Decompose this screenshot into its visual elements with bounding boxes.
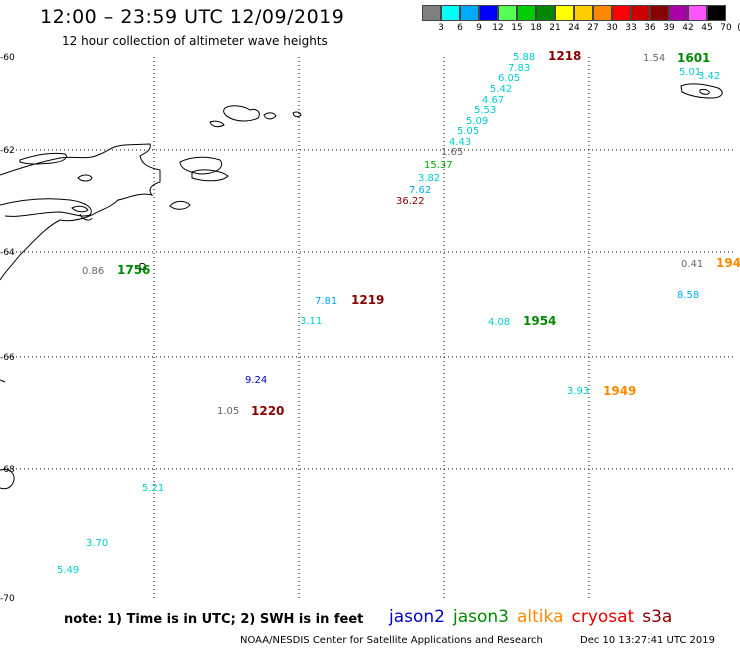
map-grid: -60-57-54-51-48-45-60-62-64-66-68-70 xyxy=(0,53,734,604)
wave-height-value: 3.70 xyxy=(86,538,108,549)
satellite-altika: altika xyxy=(517,607,564,627)
wave-height-value: 0.86 xyxy=(82,266,104,277)
scale-label: 15 xyxy=(511,23,523,33)
scale-swatch xyxy=(517,5,536,21)
wave-height-value: 6.05 xyxy=(498,73,520,84)
wave-height-value: 15.37 xyxy=(424,160,453,171)
wave-height-value: 5.21 xyxy=(142,483,164,494)
scale-label: 18 xyxy=(530,23,542,33)
wave-height-value: 7.81 xyxy=(315,296,337,307)
scale-label: 36 xyxy=(644,23,656,33)
scale-swatch xyxy=(422,5,441,21)
latitude-label: -62 xyxy=(0,146,15,156)
wave-height-value: 5.53 xyxy=(474,105,496,116)
scale-swatch xyxy=(441,5,460,21)
satellite-cryosat: cryosat xyxy=(571,607,635,627)
wave-height-value: 36.22 xyxy=(396,196,425,207)
wave-height-value: 8.58 xyxy=(677,290,699,301)
pass-time-label: 1601 xyxy=(677,51,710,65)
wave-height-value: 7.62 xyxy=(409,185,431,196)
scale-label: 24 xyxy=(568,23,580,33)
coastline xyxy=(0,83,723,490)
scale-label: 39 xyxy=(663,23,675,33)
scale-swatch xyxy=(631,5,650,21)
scale-swatch xyxy=(460,5,479,21)
wave-height-value: 3.11 xyxy=(300,316,322,327)
scale-swatch xyxy=(650,5,669,21)
scale-label: 27 xyxy=(587,23,599,33)
scale-swatch xyxy=(536,5,555,21)
satellite-jason3: jason3 xyxy=(453,607,509,627)
wave-height-value: 1.65 xyxy=(441,147,463,158)
pass-time-label: 194 xyxy=(716,256,740,270)
scale-label: 70 xyxy=(720,23,732,33)
wave-height-value: 0.41 xyxy=(681,259,703,270)
scale-label: 33 xyxy=(625,23,637,33)
altimeter-map: -60-57-54-51-48-45-60-62-64-66-68-70 5.8… xyxy=(0,50,740,604)
wave-height-value: 5.42 xyxy=(490,84,512,95)
wave-height-value: 3.93 xyxy=(567,386,589,397)
scale-label: 6 xyxy=(457,23,463,33)
satellite-s3a: s3a xyxy=(642,607,673,627)
satellite-jason2: jason2 xyxy=(389,607,445,627)
scale-label: 45 xyxy=(701,23,713,33)
pass-time-label: 1220 xyxy=(251,404,284,418)
wave-height-value: 5.09 xyxy=(466,116,488,127)
pass-time-label: 1219 xyxy=(351,293,384,307)
scale-label: 12 xyxy=(492,23,504,33)
footnote: note: 1) Time is in UTC; 2) SWH is in fe… xyxy=(64,612,364,627)
scale-swatch xyxy=(479,5,498,21)
scale-label: 21 xyxy=(549,23,561,33)
wave-height-value: 3.82 xyxy=(418,173,440,184)
scale-swatch xyxy=(498,5,517,21)
wave-height-value: 5.01 xyxy=(679,67,701,78)
wave-height-value: 5.05 xyxy=(457,126,479,137)
scale-swatch xyxy=(593,5,612,21)
scale-swatch xyxy=(555,5,574,21)
map-subtitle: 12 hour collection of altimeter wave hei… xyxy=(62,34,328,48)
wave-height-value: 4.08 xyxy=(488,317,510,328)
scale-label: 42 xyxy=(682,23,694,33)
latitude-label: -70 xyxy=(0,594,15,604)
wave-height-value: 1.54 xyxy=(643,53,665,64)
pass-time-label: 1756 xyxy=(117,263,150,277)
scale-swatch xyxy=(669,5,688,21)
scale-swatch xyxy=(707,5,726,21)
wave-height-value: 5.49 xyxy=(57,565,79,576)
wave-height-value: 5.88 xyxy=(513,52,535,63)
scale-swatch xyxy=(574,5,593,21)
wave-height-value: 4.67 xyxy=(482,95,504,106)
wave-height-value: 9.24 xyxy=(245,375,267,386)
latitude-label: -64 xyxy=(0,248,15,258)
wave-height-value: 1.05 xyxy=(217,406,239,417)
map-title: 12:00 – 23:59 UTC 12/09/2019 xyxy=(40,6,345,28)
latitude-label: -60 xyxy=(0,53,15,63)
pass-time-label: 1218 xyxy=(548,50,581,63)
wave-height-value: 4.43 xyxy=(449,137,471,148)
pass-time-label: 1954 xyxy=(523,314,556,328)
scale-label: 3 xyxy=(438,23,444,33)
wave-height-value: 7.83 xyxy=(508,63,530,74)
generated-timestamp: Dec 10 13:27:41 UTC 2019 xyxy=(580,635,715,646)
pass-time-label: 1949 xyxy=(603,384,636,398)
latitude-label: -66 xyxy=(0,353,15,363)
scale-swatch xyxy=(688,5,707,21)
scale-label: 30 xyxy=(606,23,618,33)
satellite-legend: jason2 jason3 altika cryosat s3a xyxy=(389,607,680,627)
wave-height-value: 3.42 xyxy=(698,71,720,82)
scale-label: 9 xyxy=(476,23,482,33)
scale-unit: (ft) xyxy=(734,23,740,33)
scale-swatch xyxy=(612,5,631,21)
credit-line: NOAA/NESDIS Center for Satellite Applica… xyxy=(240,635,543,646)
